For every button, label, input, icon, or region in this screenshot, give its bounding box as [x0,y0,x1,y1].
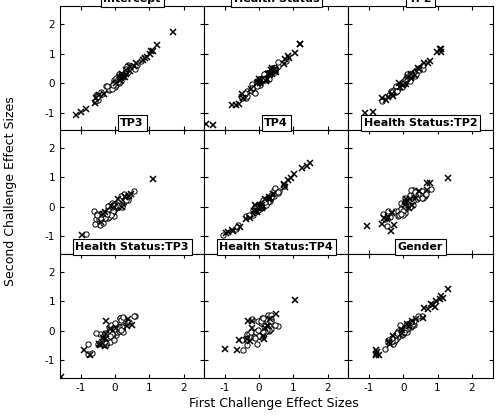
Title: Health Status: Health Status [234,0,319,4]
Title: Health Status:TP3: Health Status:TP3 [76,242,189,252]
Title: Intercept: Intercept [104,0,161,4]
Title: TP3: TP3 [120,118,144,128]
Title: TP2: TP2 [408,0,432,4]
Title: Gender: Gender [398,242,443,252]
Text: First Challenge Effect Sizes: First Challenge Effect Sizes [189,396,359,410]
Title: Health Status:TP4: Health Status:TP4 [220,242,333,252]
Title: Health Status:TP2: Health Status:TP2 [364,118,477,128]
Title: TP4: TP4 [264,118,288,128]
Text: Second Challenge Effect Sizes: Second Challenge Effect Sizes [4,96,18,286]
